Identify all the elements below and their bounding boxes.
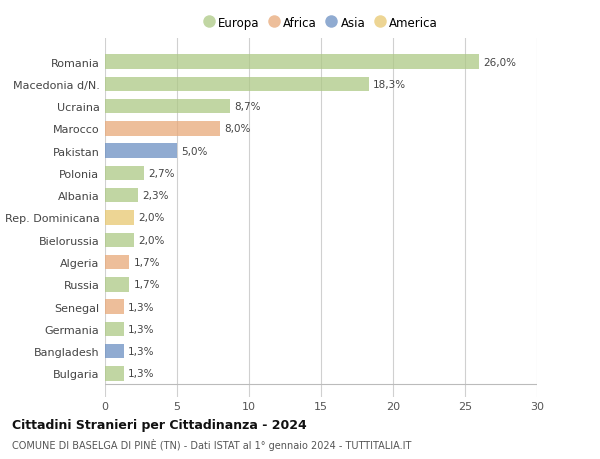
Bar (105, 55, 479, 70)
Bar (105, 277, 130, 292)
Legend: Europa, Africa, Asia, America: Europa, Africa, Asia, America (204, 17, 438, 29)
Text: 2,3%: 2,3% (142, 191, 169, 201)
Text: 2,0%: 2,0% (138, 213, 164, 223)
Text: COMUNE DI BASELGA DI PINÈ (TN) - Dati ISTAT al 1° gennaio 2024 - TUTTITALIA.IT: COMUNE DI BASELGA DI PINÈ (TN) - Dati IS… (12, 438, 412, 450)
Text: 1,7%: 1,7% (134, 257, 160, 268)
Bar (105, 322, 124, 336)
Bar (105, 255, 130, 270)
Bar (105, 144, 177, 159)
Text: 5,0%: 5,0% (181, 146, 208, 157)
Bar (105, 366, 124, 381)
Bar (105, 189, 138, 203)
Text: 2,7%: 2,7% (148, 168, 175, 179)
Text: 26,0%: 26,0% (484, 57, 517, 67)
Text: 1,7%: 1,7% (134, 280, 160, 290)
Text: 1,3%: 1,3% (128, 369, 155, 379)
Text: 18,3%: 18,3% (373, 80, 406, 90)
Text: 1,3%: 1,3% (128, 347, 155, 356)
Bar (105, 300, 124, 314)
Bar (105, 233, 134, 247)
Bar (105, 344, 124, 358)
Text: 2,0%: 2,0% (138, 235, 164, 245)
Bar (105, 211, 134, 225)
Text: 8,0%: 8,0% (224, 124, 251, 134)
Bar (105, 78, 368, 92)
Text: 1,3%: 1,3% (128, 302, 155, 312)
Text: Cittadini Stranieri per Cittadinanza - 2024: Cittadini Stranieri per Cittadinanza - 2… (12, 418, 307, 431)
Bar (105, 100, 230, 114)
Text: 1,3%: 1,3% (128, 324, 155, 334)
Bar (105, 166, 144, 181)
Text: 8,7%: 8,7% (235, 102, 261, 112)
Bar (105, 122, 220, 136)
